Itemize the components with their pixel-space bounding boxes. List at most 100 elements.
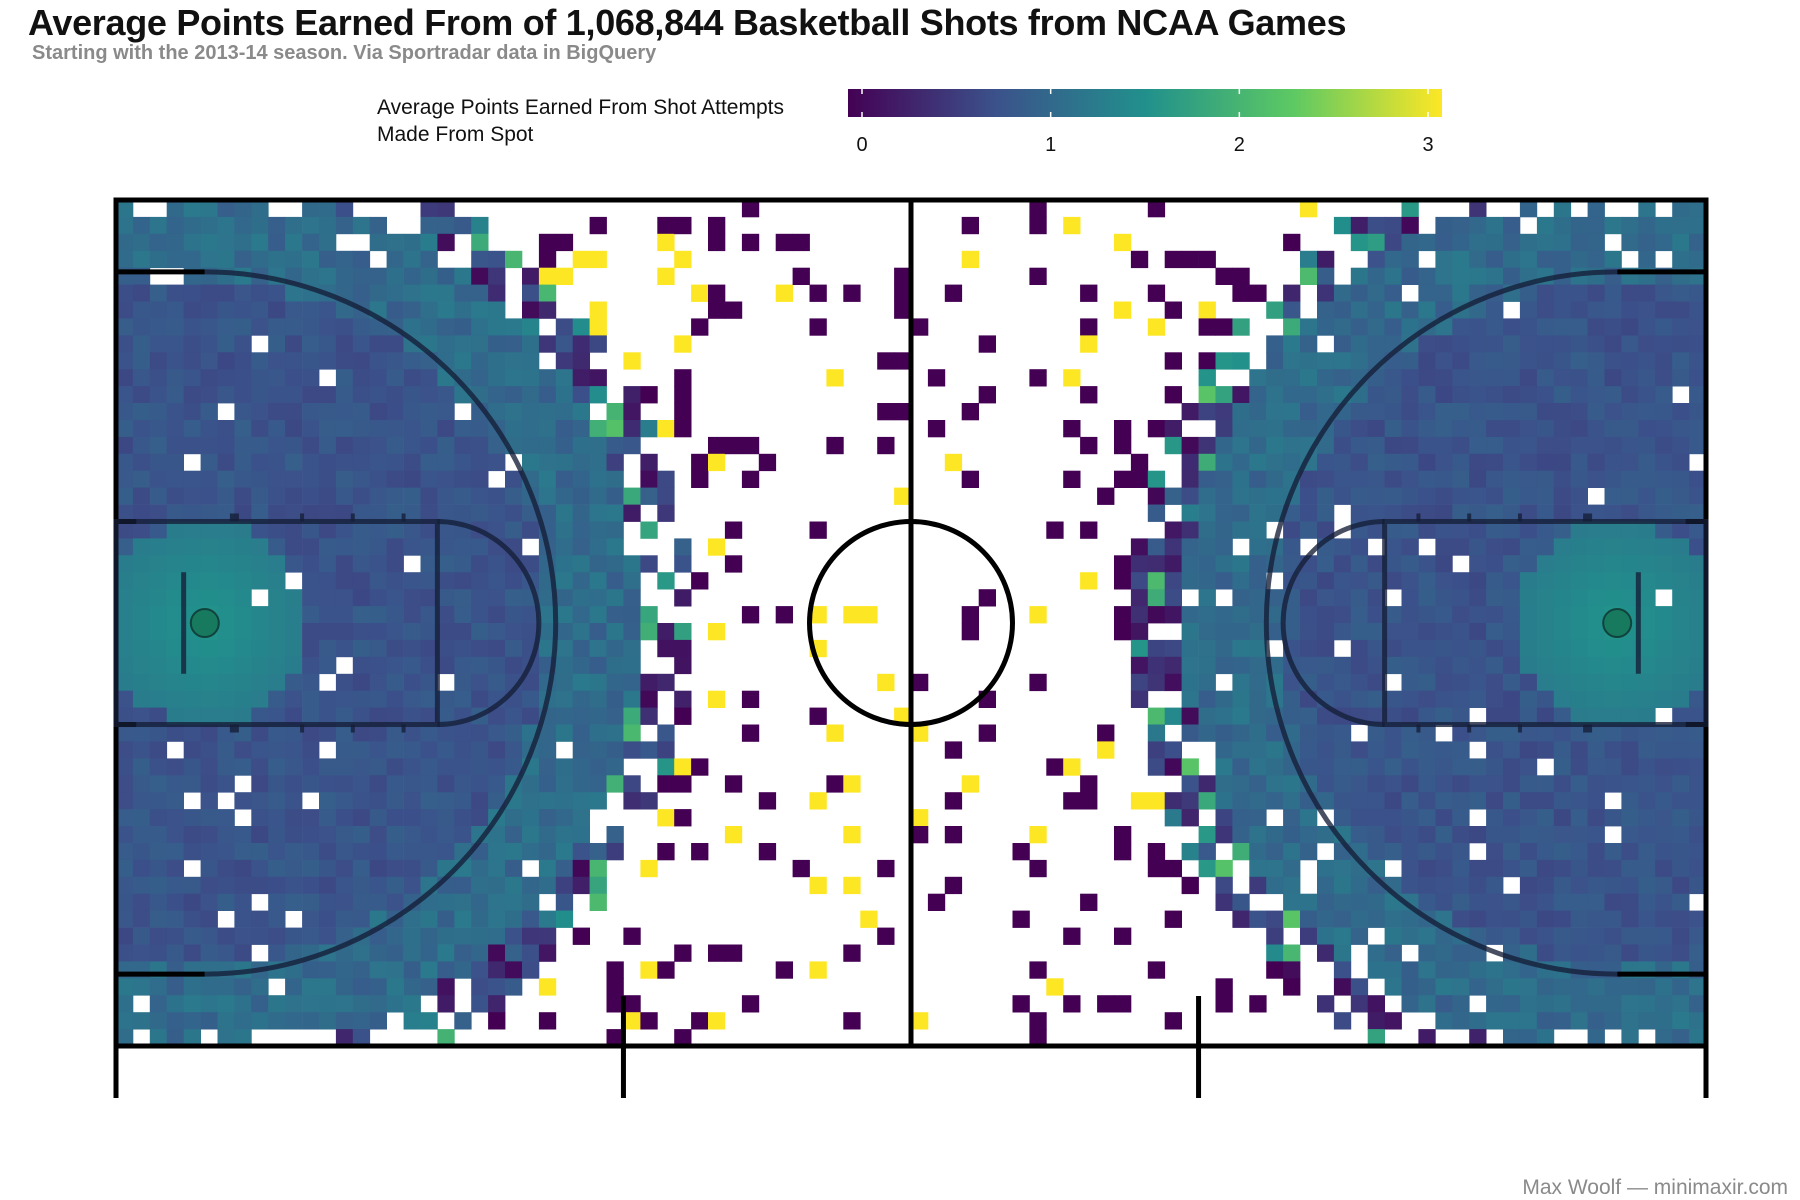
heat-cell-1990 [1350,301,1369,319]
heat-cell-1678 [1198,589,1216,607]
heat-cell-737 [369,656,387,675]
heat-cell-2346 [1469,978,1487,996]
heat-cell-1518 [961,775,979,793]
heat-cell-2121 [1401,233,1419,252]
heat-cell-2120 [1401,216,1419,235]
heat-cell-2337 [1469,792,1487,810]
heat-cell-109 [149,436,168,455]
heat-cell-920 [437,572,455,590]
heat-cell-2950 [1689,673,1707,692]
heat-cell-359 [234,589,252,607]
heat-cell-2518 [1536,656,1555,675]
heat-cell-226 [183,775,201,793]
heat-cell-1460 [792,267,810,285]
heat-cell-933 [437,809,455,827]
heat-cell-114 [149,521,168,539]
heat-cell-397 [251,436,269,455]
heat-cell-1928 [1317,656,1335,675]
heat-cell-1978 [1333,876,1352,895]
heat-cell-1989 [1350,284,1369,302]
heat-cell-904 [437,301,455,319]
heat-cell-1565 [1114,420,1132,438]
heat-cell-292 [217,250,235,269]
heat-cell-2277 [1452,572,1470,590]
heat-cell-2015 [1350,741,1369,759]
heat-cell-1225 [555,656,574,675]
heat-cell-2888 [1672,453,1690,472]
heat-cell-0 [116,200,134,218]
heat-cell-2152 [1401,775,1419,793]
heat-cell-651 [335,826,354,844]
heat-cell-1053 [488,555,506,573]
heat-cell-2804 [1638,623,1656,641]
heat-cell-436 [268,335,286,353]
heat-cell-2789 [1638,369,1656,387]
heat-cell-568 [302,995,320,1013]
heat-cell-2426 [1503,741,1521,759]
heat-cell-1750 [1232,758,1250,776]
heat-cell-2634 [1570,978,1588,996]
heat-cell-2788 [1638,352,1656,370]
heat-cell-1084 [505,352,523,370]
heat-cell-1689 [1198,826,1216,844]
heat-cell-495 [285,538,303,556]
heat-cell-2341 [1469,893,1487,911]
heat-cell-1825 [1266,961,1284,979]
heat-cell-2325 [1469,555,1487,573]
heat-cell-2220 [1435,386,1453,404]
heat-cell-2949 [1689,656,1707,675]
heat-cell-1554 [1080,521,1098,539]
heat-cell-350 [234,436,252,455]
heat-cell-647 [335,758,354,776]
heat-cell-1085 [505,369,523,387]
heat-cell-2587 [1553,995,1572,1013]
heat-cell-28 [116,673,134,692]
chart-subtitle: Starting with the 2013-14 season. Via Sp… [32,42,657,64]
heat-cell-614 [319,995,337,1013]
heat-cell-289 [217,200,235,218]
heat-cell-2815 [1638,809,1656,827]
heat-cell-1196 [538,859,557,878]
heat-cell-1577 [1130,453,1149,472]
heat-cell-122 [149,656,168,675]
heat-cell-544 [302,572,320,590]
heat-cell-96 [132,1012,151,1030]
heat-cell-1458 [775,961,793,979]
heat-cell-1043 [488,369,506,387]
heat-cell-132 [149,826,168,844]
heat-cell-1480 [843,944,861,962]
heat-cell-554 [302,741,320,759]
heat-cell-1110 [505,809,523,827]
heat-cell-1353 [623,673,641,692]
heat-cell-2651 [1587,436,1605,455]
heat-cell-1488 [877,859,895,878]
heat-cell-2711 [1604,656,1622,675]
heat-cell-1766 [1249,487,1267,505]
heat-cell-1873 [1300,352,1318,370]
heat-cell-1676 [1198,555,1216,573]
heat-cell-1416 [674,944,692,962]
heat-cell-2133 [1401,453,1419,472]
heat-cell-1235 [555,843,574,861]
heat-cell-2793 [1638,436,1656,455]
heat-cell-1078 [488,978,506,996]
heat-cell-385 [251,216,269,235]
heat-cell-1032 [471,944,489,962]
heat-cell-2635 [1570,995,1588,1013]
heat-cell-1405 [674,538,692,556]
heat-cell-1337 [606,995,624,1013]
heat-cell-2157 [1401,859,1419,878]
heat-cell-1005 [471,487,489,505]
heat-cell-1419 [691,318,709,336]
heat-cell-253 [200,420,218,438]
heat-cell-347 [234,386,252,404]
heat-cell-2758 [1621,690,1639,708]
heat-cell-1638 [1181,403,1199,421]
heat-cell-2820 [1638,893,1656,911]
heat-cell-1037 [488,267,506,285]
heat-cell-1144 [522,673,540,692]
heat-cell-2237 [1435,673,1453,692]
heat-cell-62 [132,420,151,438]
heat-cell-2450 [1519,335,1538,353]
heat-cell-1836 [1283,436,1301,455]
